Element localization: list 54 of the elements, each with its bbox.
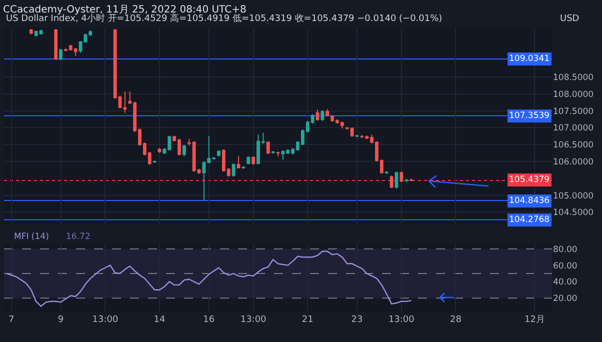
- chart-subtitle: US Dollar Index, 4小时 开=105.4529 高=105.4919 低=105.4319 收=105.4379 −0.0140 (−0.01%): [6, 13, 442, 24]
- candlestick: [404, 178, 408, 182]
- x-tick-label: 23: [351, 315, 363, 325]
- line-series: [6, 250, 412, 307]
- candlestick: [246, 156, 250, 165]
- candlestick: [29, 28, 33, 35]
- candlestick: [242, 166, 246, 170]
- candlestick: [271, 150, 275, 154]
- candlestick: [54, 28, 58, 60]
- y-tick-label: 40.00: [553, 278, 578, 288]
- y-tick-label: 20.00: [553, 294, 578, 304]
- ref-line-label: 107.3539: [509, 111, 550, 121]
- text: MFI (14): [14, 232, 49, 242]
- candlestick: [232, 163, 236, 178]
- x-tick-label: 21: [302, 315, 314, 325]
- y-tick-label: 108.0000: [553, 90, 594, 100]
- candlestick: [252, 156, 256, 166]
- candlestick: [400, 171, 404, 183]
- y-tick-label: 105.0000: [553, 191, 594, 202]
- ref-line-label: 109.0341: [509, 54, 550, 64]
- y-tick-label: 107.5000: [553, 106, 594, 117]
- candlestick: [217, 150, 220, 157]
- ref-line-label: 104.2768: [509, 215, 550, 225]
- x-tick-label: 14: [154, 315, 166, 325]
- x-tick-label: 28: [450, 315, 462, 325]
- ref-line-label: 105.4379: [509, 175, 550, 185]
- y-tick-label: 108.5000: [553, 72, 594, 83]
- candlestick: [123, 91, 127, 114]
- candlestick: [326, 108, 330, 118]
- candlestick: [182, 144, 186, 157]
- x-tick-label: 16: [203, 315, 215, 325]
- y-axis-title: USD: [560, 14, 580, 24]
- candlestick: [59, 48, 62, 61]
- candlestick: [390, 175, 394, 189]
- y-tick-label: 106.0000: [553, 157, 594, 168]
- y-tick-label: 60.00: [553, 261, 578, 272]
- x-tick-label: 12月: [524, 315, 545, 325]
- candlestick: [320, 110, 324, 122]
- ref-line-label: 104.8436: [509, 196, 550, 206]
- y-tick-label: 107.0000: [553, 124, 594, 134]
- x-tick-label: 7: [8, 315, 14, 325]
- candlestick: [236, 156, 240, 170]
- text: 16.72: [66, 232, 90, 242]
- candlestick: [266, 140, 270, 155]
- y-tick-label: 80.00: [553, 244, 578, 255]
- y-tick-label: 106.5000: [553, 140, 594, 151]
- candlestick: [410, 178, 414, 182]
- x-tick-label: 13:00: [240, 315, 267, 325]
- x-tick-label: 13:00: [388, 315, 415, 325]
- x-tick-label: 9: [58, 315, 64, 325]
- candlestick: [152, 160, 156, 164]
- x-tick-label: 13:00: [92, 315, 118, 325]
- y-tick-label: 104.5000: [553, 208, 594, 218]
- candlestick: [276, 151, 280, 157]
